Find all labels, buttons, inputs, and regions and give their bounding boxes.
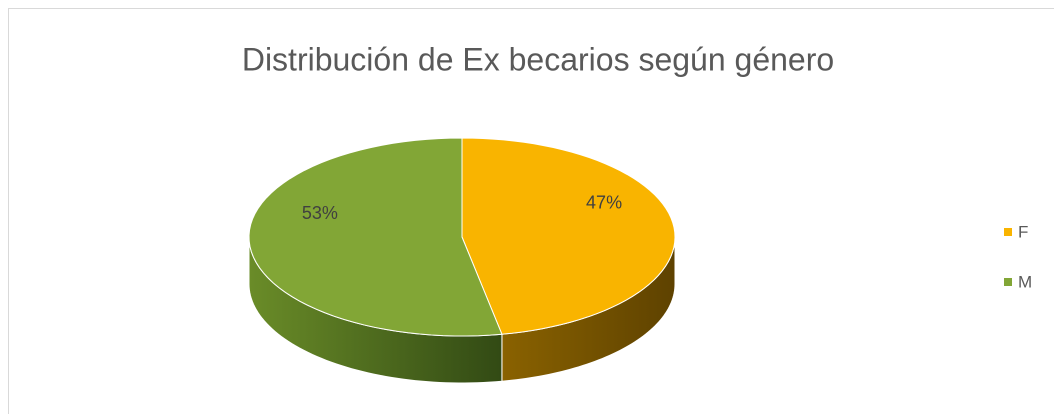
legend-label: M <box>1018 272 1032 291</box>
legend-swatch <box>1004 228 1012 236</box>
chart-title: Distribución de Ex becarios según género <box>242 41 834 77</box>
data-label: 53% <box>302 203 338 223</box>
slice <box>248 137 503 337</box>
chart-border <box>8 8 1054 414</box>
slice <box>461 137 676 335</box>
legend-swatch <box>1004 278 1012 286</box>
legend-label: F <box>1018 222 1028 241</box>
data-label: 47% <box>586 193 622 213</box>
